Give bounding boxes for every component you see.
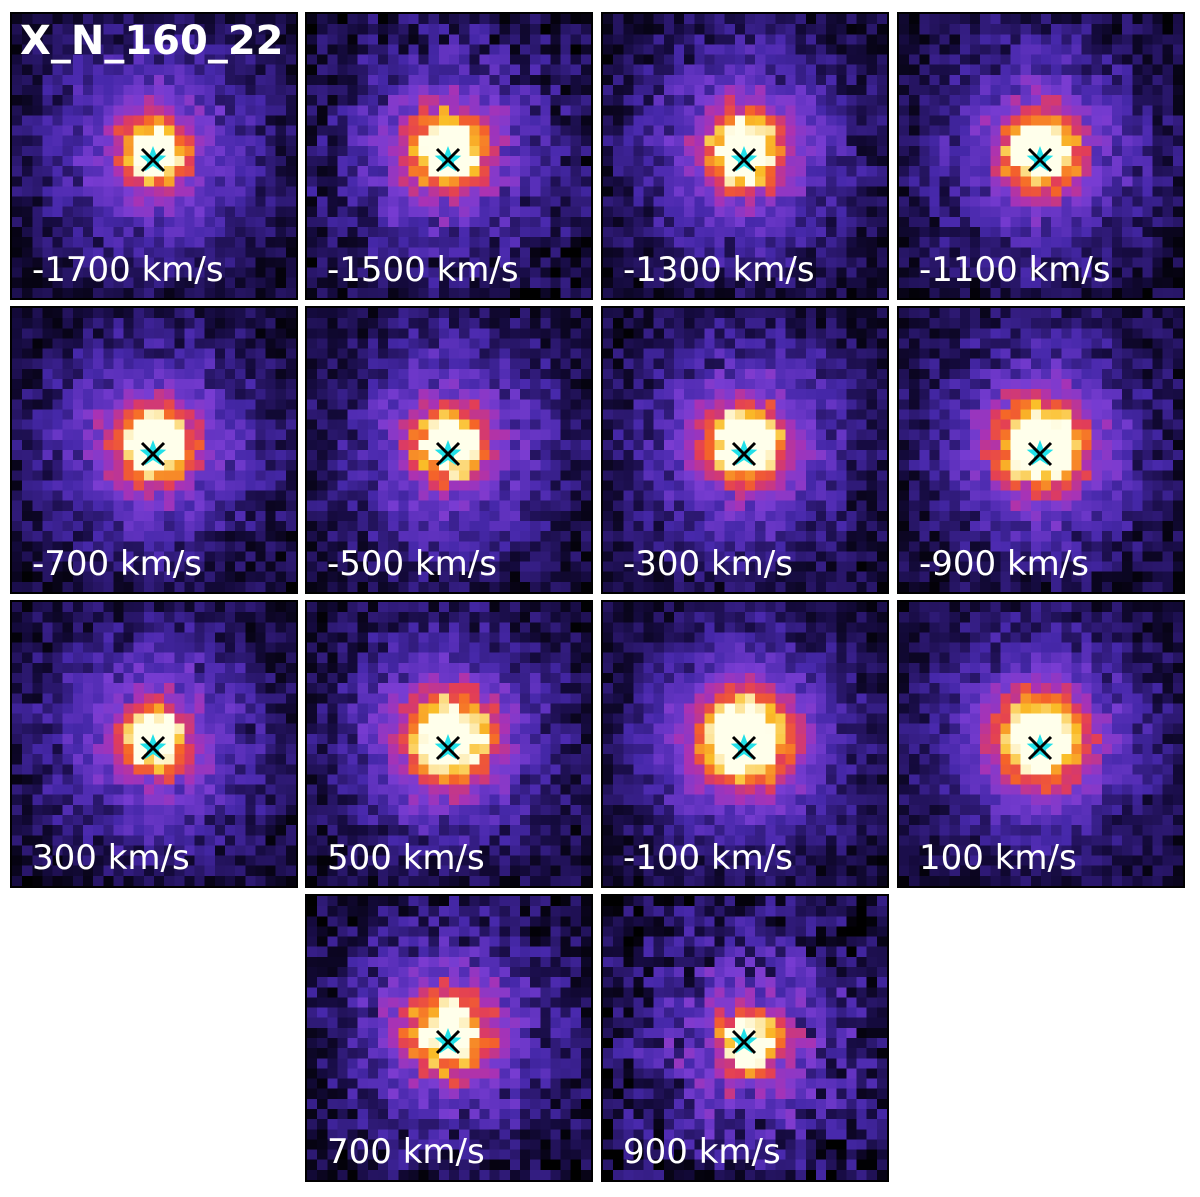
channel-panel-13: 700 km/s — [305, 894, 593, 1182]
velocity-label: 500 km/s — [327, 838, 485, 878]
channel-panel-7: -300 km/s — [601, 306, 889, 594]
channel-panel-2: -1500 km/s — [305, 12, 593, 300]
cross-marker-icon — [435, 147, 461, 173]
channel-panel-10: 500 km/s — [305, 600, 593, 888]
velocity-label: -300 km/s — [623, 544, 793, 584]
center-marker-icon — [139, 146, 167, 173]
channel-panel-1: X_N_160_22 -1700 km/s — [10, 12, 298, 300]
cross-marker-icon — [731, 1029, 757, 1055]
center-marker-icon — [730, 734, 758, 761]
center-marker-icon — [139, 440, 167, 467]
channel-panel-12: 100 km/s — [897, 600, 1185, 888]
velocity-label: -1500 km/s — [327, 250, 519, 290]
velocity-label: -500 km/s — [327, 544, 497, 584]
cross-marker-icon — [731, 441, 757, 467]
channel-panel-9: 300 km/s — [10, 600, 298, 888]
cross-marker-icon — [140, 441, 166, 467]
center-marker-icon — [434, 1028, 462, 1055]
center-marker-icon — [730, 440, 758, 467]
center-marker-icon — [434, 734, 462, 761]
cross-marker-icon — [731, 147, 757, 173]
center-marker-icon — [434, 440, 462, 467]
velocity-label: -700 km/s — [32, 544, 202, 584]
velocity-label: -1300 km/s — [623, 250, 815, 290]
center-marker-icon — [730, 146, 758, 173]
velocity-label: 700 km/s — [327, 1132, 485, 1172]
cross-marker-icon — [140, 147, 166, 173]
channel-panel-4: -1100 km/s — [897, 12, 1185, 300]
channel-panel-14: 900 km/s — [601, 894, 889, 1182]
cross-marker-icon — [1027, 441, 1053, 467]
channel-panel-6: -500 km/s — [305, 306, 593, 594]
center-marker-icon — [1026, 146, 1054, 173]
cross-marker-icon — [1027, 735, 1053, 761]
velocity-label: 900 km/s — [623, 1132, 781, 1172]
object-title: X_N_160_22 — [20, 18, 284, 64]
cross-marker-icon — [1027, 147, 1053, 173]
cross-marker-icon — [435, 1029, 461, 1055]
center-marker-icon — [434, 146, 462, 173]
cross-marker-icon — [435, 441, 461, 467]
channel-panel-8: -900 km/s — [897, 306, 1185, 594]
velocity-label: -900 km/s — [919, 544, 1089, 584]
channel-panel-5: -700 km/s — [10, 306, 298, 594]
velocity-label: 300 km/s — [32, 838, 190, 878]
center-marker-icon — [1026, 734, 1054, 761]
velocity-label: 100 km/s — [919, 838, 1077, 878]
cross-marker-icon — [140, 735, 166, 761]
velocity-label: -1700 km/s — [32, 250, 224, 290]
channel-panel-3: -1300 km/s — [601, 12, 889, 300]
center-marker-icon — [139, 734, 167, 761]
cross-marker-icon — [731, 735, 757, 761]
channel-panel-11: -100 km/s — [601, 600, 889, 888]
velocity-label: -100 km/s — [623, 838, 793, 878]
cross-marker-icon — [435, 735, 461, 761]
center-marker-icon — [1026, 440, 1054, 467]
center-marker-icon — [730, 1028, 758, 1055]
velocity-label: -1100 km/s — [919, 250, 1111, 290]
